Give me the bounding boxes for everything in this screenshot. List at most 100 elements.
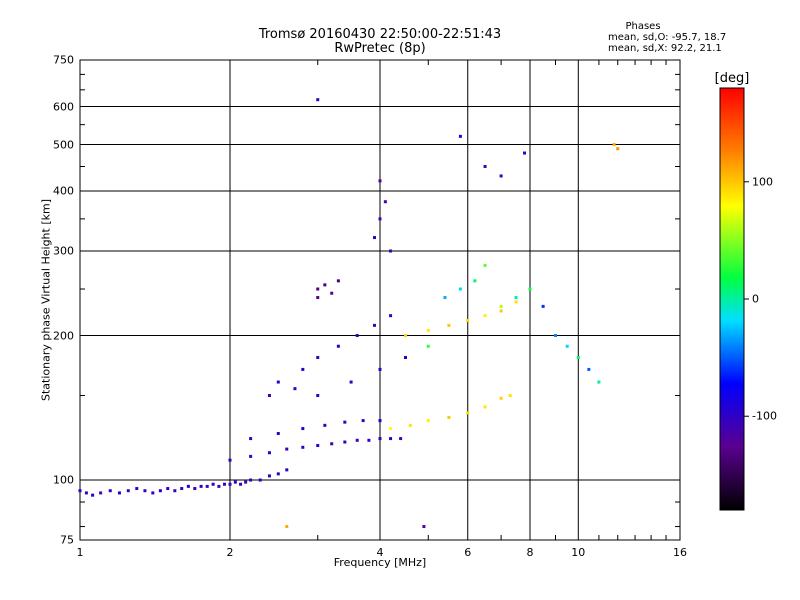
data-point [151, 491, 155, 495]
data-point [276, 380, 280, 384]
x-tick-label: 6 [464, 546, 472, 559]
data-point [373, 236, 377, 240]
data-point [244, 480, 248, 484]
data-point [223, 482, 227, 486]
x-tick-label: 8 [526, 546, 534, 559]
data-point [443, 296, 447, 300]
data-point [389, 427, 393, 431]
colorbar [719, 87, 745, 511]
x-tick-label: 10 [571, 546, 586, 559]
x-tick-label: 2 [226, 546, 234, 559]
data-point [330, 442, 334, 446]
data-point [343, 420, 347, 424]
data-point [576, 355, 580, 359]
data-point [211, 482, 215, 486]
data-point [378, 217, 382, 221]
data-point [336, 344, 340, 348]
data-point [408, 423, 412, 427]
data-point [553, 334, 557, 338]
y-tick-label: 200 [53, 329, 74, 343]
chart-subtitle: RwPretec (8p) [334, 41, 426, 56]
data-point [389, 437, 393, 441]
data-point [285, 525, 289, 529]
data-point [301, 367, 305, 371]
data-point [267, 394, 271, 398]
y-tick-label: 600 [53, 100, 74, 114]
data-point [126, 489, 130, 493]
data-point [135, 487, 139, 491]
colorbar-label: [deg] [714, 71, 750, 86]
data-point [616, 147, 620, 151]
y-tick-label: 400 [53, 184, 74, 198]
data-point [143, 489, 147, 493]
data-point [355, 438, 359, 442]
chart-title: Tromsø 20160430 22:50:00-22:51:43 [258, 27, 502, 42]
y-tick-label: 100 [53, 473, 74, 487]
grid-lines [79, 59, 681, 541]
data-point [233, 480, 237, 484]
data-point [323, 423, 327, 427]
data-point [166, 487, 170, 491]
data-point [447, 415, 451, 419]
data-point [193, 487, 197, 491]
data-point [276, 472, 280, 476]
data-points [78, 98, 620, 529]
data-point [239, 482, 243, 486]
data-point [541, 304, 545, 308]
data-point [483, 314, 487, 318]
data-point [330, 291, 334, 295]
data-point [78, 489, 82, 493]
data-point [458, 134, 462, 138]
data-point [466, 318, 470, 322]
data-point [473, 279, 477, 283]
data-point [249, 437, 253, 441]
data-point [117, 491, 121, 495]
data-point [84, 491, 88, 495]
data-point [528, 287, 532, 291]
data-point [285, 447, 289, 451]
data-point [91, 493, 95, 497]
y-tick-label: 75 [60, 533, 74, 547]
data-point [276, 432, 280, 436]
data-point [612, 143, 616, 147]
data-point [316, 444, 320, 448]
y-tick-label: 300 [53, 244, 74, 258]
axis-ticks [80, 60, 749, 540]
data-point [158, 489, 162, 493]
data-point [180, 487, 184, 491]
data-point [316, 98, 320, 102]
data-point [587, 367, 591, 371]
data-point [249, 454, 253, 458]
data-point [389, 314, 393, 318]
data-point [217, 484, 221, 488]
plot-frame [79, 59, 681, 541]
data-point [323, 283, 327, 287]
data-point [499, 309, 503, 313]
data-point [483, 164, 487, 168]
data-point [316, 394, 320, 398]
data-point [228, 458, 232, 462]
data-point [228, 482, 232, 486]
data-point [514, 296, 518, 300]
data-point [336, 279, 340, 283]
data-point [355, 334, 359, 338]
data-point [458, 287, 462, 291]
data-point [508, 394, 512, 398]
data-point [373, 323, 377, 327]
data-point [523, 151, 527, 155]
data-point [499, 396, 503, 400]
data-point [108, 489, 112, 493]
colorbar-tick-label: 100 [752, 175, 773, 189]
data-point [199, 484, 203, 488]
y-tick-label: 750 [53, 53, 74, 67]
data-point [349, 380, 353, 384]
data-point [316, 355, 320, 359]
data-point [99, 491, 103, 495]
data-point [186, 484, 190, 488]
stats-header: Phases [625, 21, 661, 32]
data-point [343, 440, 347, 444]
data-point [403, 334, 407, 338]
data-point [466, 411, 470, 415]
data-point [389, 249, 393, 253]
data-point [399, 437, 403, 441]
